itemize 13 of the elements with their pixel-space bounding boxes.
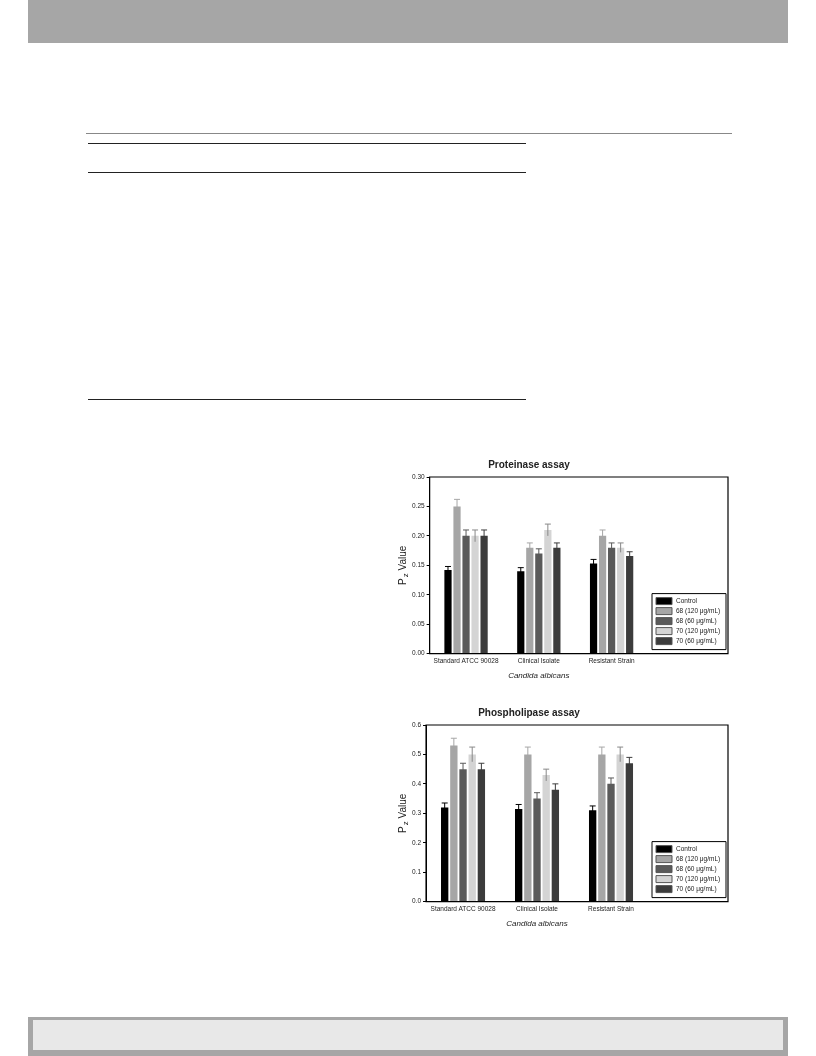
bar — [471, 535, 479, 654]
y-axis-title: Pz Value — [396, 793, 411, 833]
bar — [468, 754, 476, 902]
bar — [542, 775, 550, 902]
bar — [616, 754, 624, 902]
chart-title: Proteinase assay — [488, 458, 571, 470]
y-axis-title: Pz Value — [396, 545, 411, 585]
bar — [617, 547, 625, 654]
x-axis-title: Candida albicans — [506, 919, 568, 929]
chart-title: Phospholipase assay — [478, 706, 581, 718]
bar — [544, 529, 552, 654]
x-axis-title: Candida albicans — [508, 671, 570, 681]
bar — [626, 555, 634, 654]
